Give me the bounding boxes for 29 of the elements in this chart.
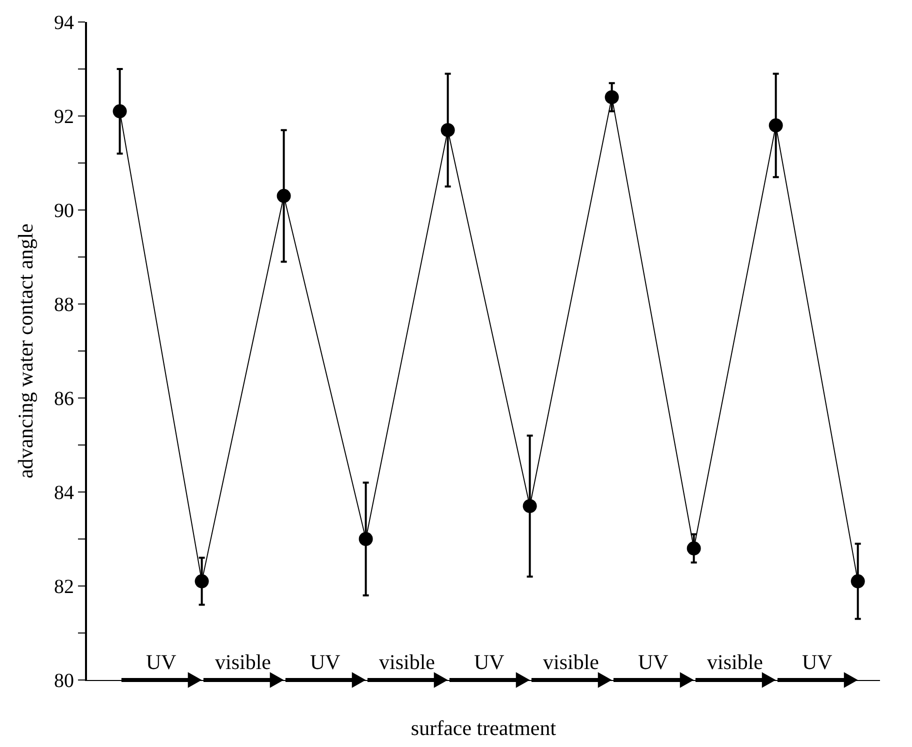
y-tick-label: 94 <box>54 12 74 34</box>
point <box>686 541 701 556</box>
annotation: visible <box>215 650 271 674</box>
point <box>850 574 865 588</box>
point <box>604 90 619 104</box>
point <box>194 574 209 588</box>
y-axis-title: advancing water contact angle <box>14 224 38 478</box>
y-tick-label: 92 <box>54 106 74 128</box>
y-tick-label: 82 <box>54 576 74 598</box>
y-tick-label: 90 <box>54 200 74 222</box>
y-tick-label: 84 <box>54 482 74 504</box>
y-tick-label: 80 <box>54 670 74 692</box>
annotation: UV <box>146 650 176 674</box>
point <box>440 123 455 138</box>
y-tick-label: 86 <box>54 388 74 410</box>
annotation: visible <box>543 650 599 674</box>
point <box>276 188 291 203</box>
x-axis-title: surface treatment <box>410 716 556 740</box>
point <box>522 499 537 514</box>
point <box>358 532 373 546</box>
point <box>112 104 127 118</box>
annotation: visible <box>707 650 763 674</box>
annotation: UV <box>310 650 340 674</box>
point <box>768 118 783 132</box>
annotation: visible <box>379 650 435 674</box>
annotation: UV <box>474 650 504 674</box>
annotation: UV <box>638 650 668 674</box>
y-tick-label: 88 <box>54 294 74 316</box>
annotation: UV <box>802 650 832 674</box>
